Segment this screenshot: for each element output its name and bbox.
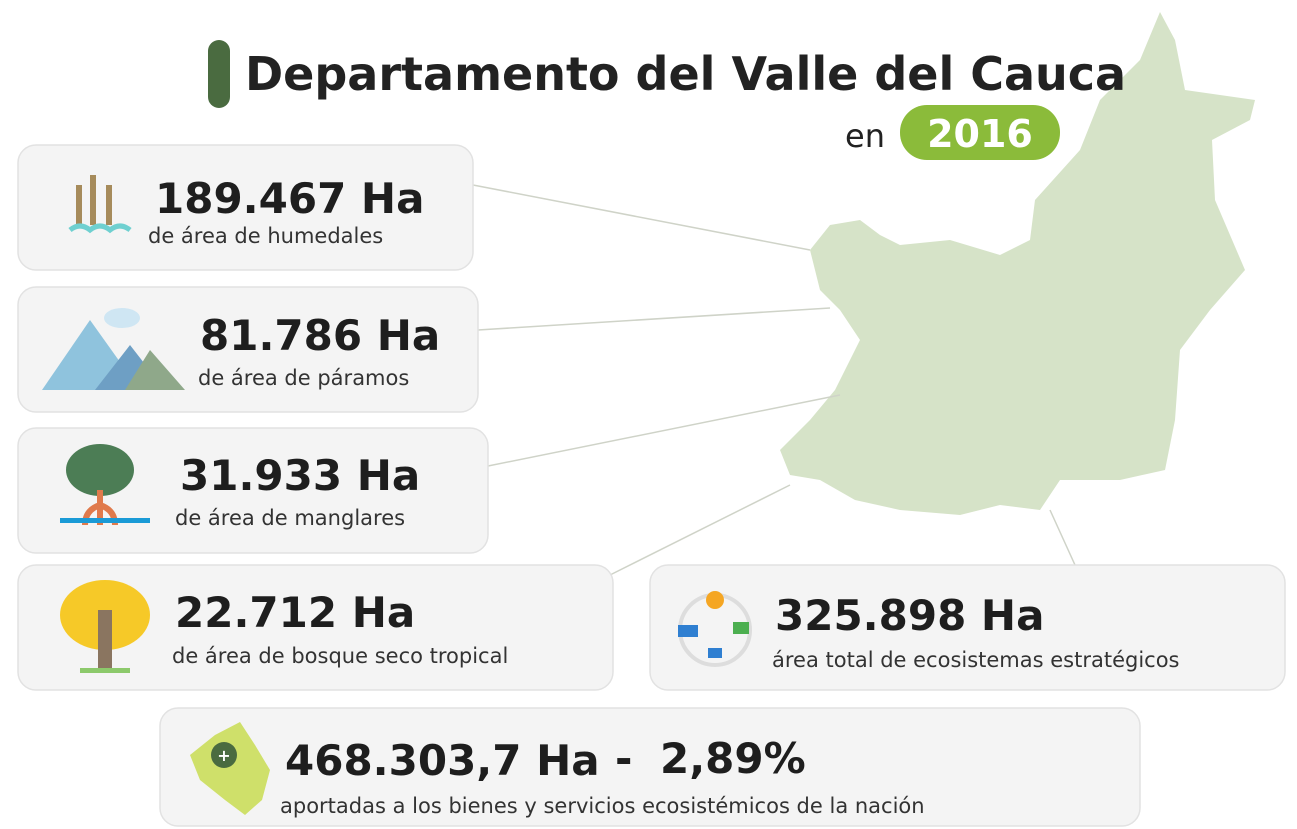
card-label: de área de manglares	[175, 506, 405, 530]
year-pill	[900, 105, 1060, 160]
card	[159, 707, 1141, 827]
card	[17, 564, 614, 691]
colombia-icon: +	[190, 722, 270, 815]
year: 2016	[927, 112, 1033, 156]
total-value: 325.898 Ha	[775, 591, 1044, 640]
card	[17, 144, 474, 271]
card-label: de área de humedales	[148, 224, 383, 248]
card	[649, 564, 1286, 691]
svg-text:+: +	[217, 746, 230, 765]
wetland-icon	[68, 175, 132, 234]
ecosystem-icon	[678, 591, 752, 667]
card-value: 31.933 Ha	[180, 451, 420, 500]
connectors	[472, 184, 1076, 576]
total-label: área total de ecosistemas estratégicos	[772, 648, 1180, 672]
card-value: 189.467 Ha	[155, 174, 424, 223]
nation-percent: 2,89%	[660, 734, 806, 783]
title: Departamento del Valle del Cauca	[245, 47, 1126, 101]
dry-forest-icon	[60, 580, 150, 673]
card-label: de área de bosque seco tropical	[172, 644, 508, 668]
nation-value: 468.303,7 Ha	[285, 736, 600, 785]
year-prefix: en	[845, 117, 885, 155]
card-label: de área de páramos	[198, 366, 409, 390]
title-bar	[208, 40, 230, 108]
region-map	[780, 12, 1255, 515]
nation-separator: -	[615, 734, 632, 783]
card-value: 81.786 Ha	[200, 311, 440, 360]
paramo-icon	[42, 308, 185, 390]
mangrove-icon	[60, 444, 150, 526]
card-value: 22.712 Ha	[175, 588, 415, 637]
nation-label: aportadas a los bienes y servicios ecosi…	[280, 794, 925, 818]
